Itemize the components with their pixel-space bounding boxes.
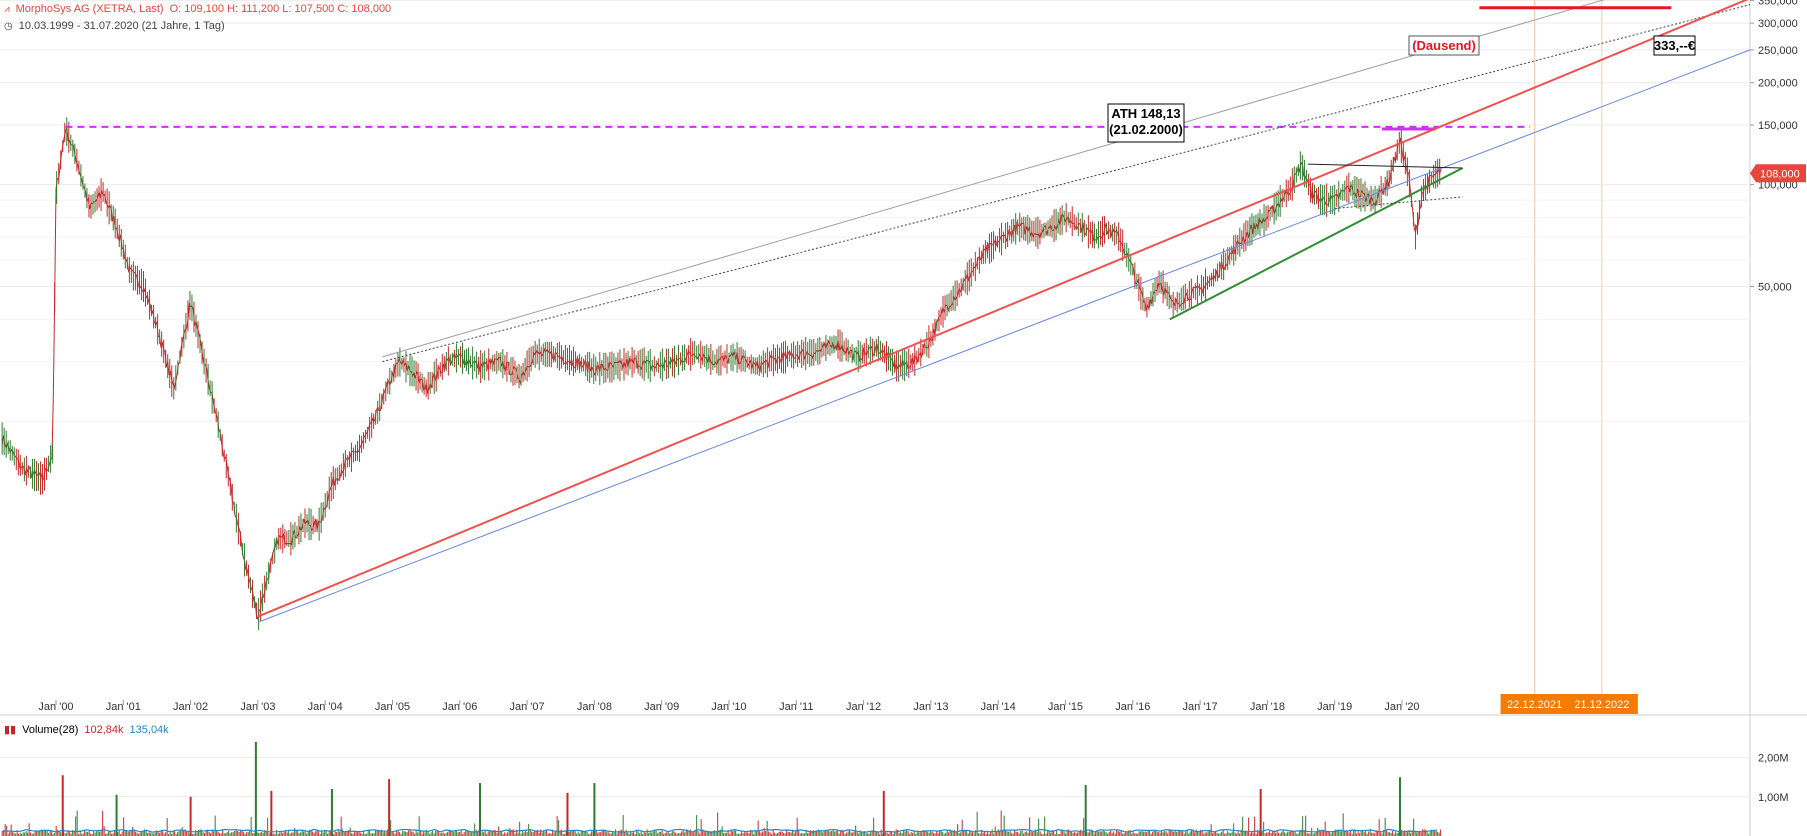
x-tick-label: Jan '01 xyxy=(106,701,141,713)
x-tick-label: Jan '03 xyxy=(240,701,275,713)
volume-header: ▮▮ Volume(28) 102,84k 135,04k xyxy=(4,723,169,737)
target-value-text: 333,--€ xyxy=(1654,38,1695,53)
target-value: 333,--€ xyxy=(1653,35,1696,56)
target-value-box xyxy=(1653,35,1696,56)
chart-type-icon[interactable]: ⩘ xyxy=(4,3,10,15)
ath-annotation-box xyxy=(1107,103,1185,143)
green-trend-line xyxy=(1169,167,1464,321)
chart-header-title-row: ⩘ MorphoSys AG (XETRA, Last) O: 109,100 … xyxy=(4,3,391,15)
y-tick-label: 100,000 xyxy=(1758,180,1798,192)
x-tick-label: Jan '18 xyxy=(1250,701,1285,713)
annotations: ATH 148,13(21.02.2000) (Dausend) 333,--€ xyxy=(1107,35,1696,143)
y-tick-label: 50,000 xyxy=(1758,282,1792,294)
ohlc-values: O: 109,100 H: 111,200 L: 107,500 C: 108,… xyxy=(169,3,392,15)
upper-channel-line xyxy=(382,0,1605,358)
date-badge-2: 21.12.2022 xyxy=(1574,699,1629,711)
date-range: 10.03.1999 - 31.07.2020 (21 Jahre, 1 Tag… xyxy=(18,20,225,32)
chart-header-range-row: ◷ 10.03.1999 - 31.07.2020 (21 Jahre, 1 T… xyxy=(4,20,225,32)
x-tick-label: Jan '17 xyxy=(1183,701,1218,713)
date-badges: 22.12.2021 21.12.2022 xyxy=(1500,694,1638,714)
x-tick-label: Jan '11 xyxy=(779,701,813,713)
y-axis: 450,000400,000350,000300,000250,000200,0… xyxy=(1750,0,1806,294)
target-label-text: (Dausend) xyxy=(1412,38,1476,53)
price-series xyxy=(1,117,1442,630)
ath-annotation: ATH 148,13(21.02.2000) xyxy=(1107,103,1185,143)
x-tick-label: Jan '12 xyxy=(846,701,881,713)
current-price-text: 108,000 xyxy=(1760,168,1800,180)
red-support-line xyxy=(257,0,1749,618)
x-tick-label: Jan '07 xyxy=(510,701,545,713)
target-label-box xyxy=(1408,35,1480,56)
volume-value-1: 102,84k xyxy=(84,723,124,736)
y-tick-label: 350,000 xyxy=(1758,0,1798,7)
x-tick-label: Jan '06 xyxy=(442,701,477,713)
triangle-upper-line xyxy=(1307,163,1463,169)
x-tick-label: Jan '04 xyxy=(308,701,343,713)
x-tick-label: Jan '00 xyxy=(38,701,73,713)
x-tick-label: Jan '05 xyxy=(375,701,410,713)
x-tick-label: Jan '20 xyxy=(1384,701,1419,713)
x-tick-label: Jan '16 xyxy=(1115,701,1150,713)
blue-support-line xyxy=(257,49,1751,623)
date-badge-1: 22.12.2021 xyxy=(1507,699,1562,711)
date-badges-bg xyxy=(1500,694,1638,714)
x-tick-label: Jan '08 xyxy=(577,701,612,713)
x-tick-label: Jan '13 xyxy=(913,701,948,713)
x-tick-label: Jan '15 xyxy=(1048,701,1083,713)
x-tick-label: Jan '14 xyxy=(981,701,1016,713)
instrument-title: MorphoSys AG (XETRA, Last) xyxy=(15,3,164,15)
y-tick-label: 200,000 xyxy=(1758,78,1798,90)
x-tick-label: Jan '09 xyxy=(644,701,679,713)
x-tick-label: Jan '19 xyxy=(1317,701,1352,713)
ath-annotation-text: ATH 148,13 xyxy=(1111,106,1180,121)
y-tick-label: 300,000 xyxy=(1758,18,1798,30)
trend-lines xyxy=(65,0,1751,623)
current-price-badge: 108,000 xyxy=(1750,164,1806,183)
x-tick-label: Jan '10 xyxy=(711,701,746,713)
x-axis: Jan '00 Jan '01 Jan '02 Jan '03 Jan '04 Jan '… xyxy=(38,694,1638,714)
volume-average-line xyxy=(2,828,1437,833)
volume-bars-icon[interactable]: ▮▮ xyxy=(4,724,17,736)
ath-annotation-text: (21.02.2000) xyxy=(1109,122,1183,137)
y-tick-label: 250,000 xyxy=(1758,45,1798,57)
x-tick-label: Jan '02 xyxy=(173,701,208,713)
current-price-badge-bg xyxy=(1750,164,1806,183)
dotted-resistance-line xyxy=(382,4,1751,363)
volume-panel: 2,00M 1,00M xyxy=(0,741,1789,836)
vol-tick-label: 2,00M xyxy=(1758,753,1789,765)
clock-icon[interactable]: ◷ xyxy=(4,20,13,32)
volume-label: Volume(28) xyxy=(22,723,79,736)
vol-tick-label: 1,00M xyxy=(1758,792,1789,804)
target-label: (Dausend) xyxy=(1408,35,1480,56)
volume-value-2: 135,04k xyxy=(129,723,169,736)
y-tick-label: 150,000 xyxy=(1758,120,1798,132)
triangle-lower-line xyxy=(1334,196,1463,210)
